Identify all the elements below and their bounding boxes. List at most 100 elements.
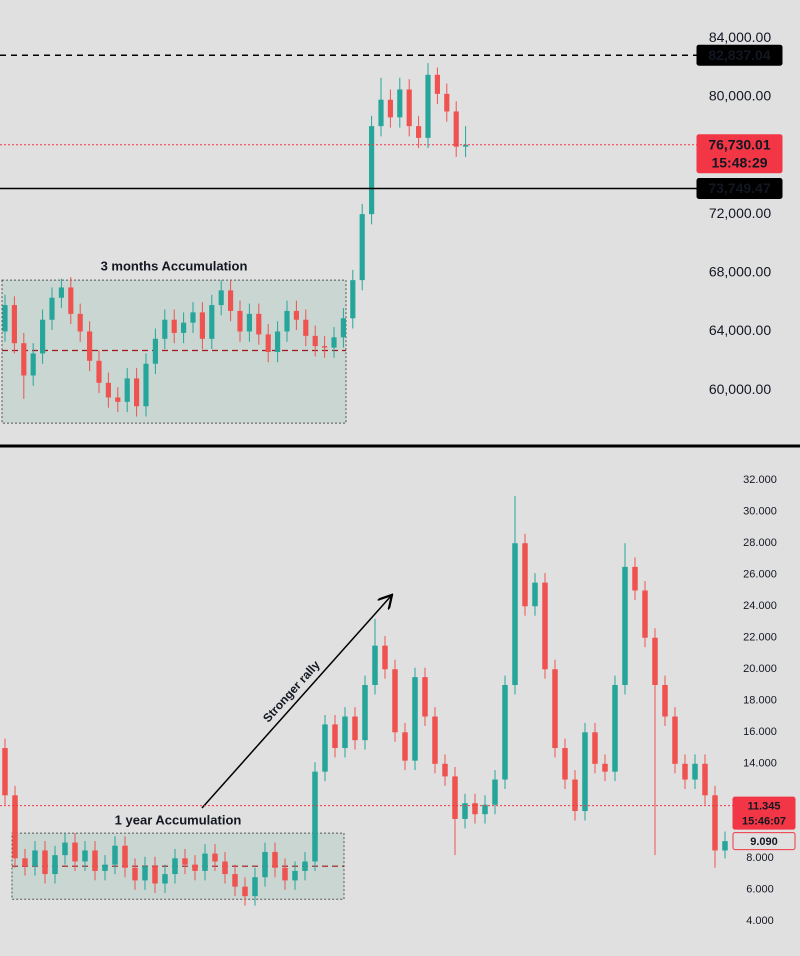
candle-body — [387, 99, 393, 118]
candle-body — [212, 853, 218, 862]
zone-label: 3 months Accumulation — [101, 259, 248, 274]
candle-body — [472, 803, 478, 815]
y-tick-label: 30.000 — [743, 506, 777, 518]
candle-body — [182, 858, 188, 865]
candle-body — [256, 313, 262, 335]
candle-body — [542, 582, 548, 670]
price-tag — [732, 796, 796, 830]
candle-body — [342, 716, 348, 749]
candle-body — [112, 845, 118, 865]
candle-body — [171, 319, 177, 333]
candle-body — [275, 331, 281, 352]
candle-body — [124, 378, 130, 402]
candle-body — [218, 290, 224, 306]
price-tag — [732, 832, 796, 851]
candle-body — [228, 290, 234, 311]
candle-body — [522, 543, 528, 607]
candle-body — [632, 566, 638, 591]
candle-body — [272, 852, 278, 868]
candle-body — [652, 637, 658, 686]
candle-body — [312, 335, 318, 347]
candle-body — [87, 331, 93, 361]
candle-body — [416, 126, 422, 138]
candle-body — [492, 779, 498, 805]
y-tick-label: 22.000 — [743, 632, 777, 644]
candle-body — [11, 305, 17, 344]
candle-body — [284, 310, 290, 332]
candle-body — [72, 842, 78, 862]
candle-body — [392, 669, 398, 733]
y-tick-label: 16.000 — [743, 726, 777, 738]
candle-body — [712, 795, 718, 851]
candle-body — [397, 89, 403, 118]
candle-body — [622, 566, 628, 686]
candle-body — [463, 144, 469, 147]
candle-body — [572, 779, 578, 812]
candle-body — [406, 89, 412, 127]
y-tick-label: 14.000 — [743, 758, 777, 770]
candle-body — [442, 763, 448, 777]
candle-body — [181, 322, 187, 333]
candle-body — [302, 861, 308, 871]
candle-body — [382, 645, 388, 670]
y-tick-label: 84,000.00 — [709, 29, 771, 45]
candle-body — [425, 74, 431, 138]
candle-body — [232, 874, 238, 887]
y-tick-label: 8.000 — [746, 852, 774, 864]
price-tag — [696, 177, 783, 199]
zone-label: 1 year Accumulation — [115, 813, 242, 828]
y-tick-label: 72,000.00 — [709, 205, 771, 221]
candle-body — [199, 312, 205, 339]
price-tag-label: 76,730.01 — [708, 136, 770, 152]
candle-body — [642, 590, 648, 638]
candle-body — [32, 850, 38, 867]
candle-body — [105, 382, 111, 398]
candle-body — [122, 845, 128, 868]
candle-body — [237, 310, 243, 332]
candle-body — [312, 771, 318, 862]
price-tag-label: 82,837.04 — [708, 47, 770, 63]
candle-body — [672, 716, 678, 764]
candle-body — [172, 858, 178, 875]
candle-body — [162, 874, 168, 884]
candle-body — [702, 763, 708, 796]
candle-body — [452, 776, 458, 819]
price-tag — [696, 134, 783, 174]
y-tick-label: 60,000.00 — [709, 381, 771, 397]
candle-body — [592, 732, 598, 764]
candle-body — [453, 111, 459, 147]
candle-body — [2, 305, 8, 332]
candle-body — [434, 74, 440, 94]
y-tick-label: 64,000.00 — [709, 322, 771, 338]
candle-body — [262, 852, 268, 878]
candle-body — [369, 126, 375, 215]
candle-body — [49, 297, 55, 320]
candle-body — [292, 870, 298, 881]
candle-body — [350, 280, 356, 319]
candle-body — [362, 685, 368, 741]
candle-body — [502, 685, 508, 780]
candle-body — [352, 716, 358, 741]
candle-body — [142, 866, 148, 881]
y-tick-label: 18.000 — [743, 695, 777, 707]
candle-body — [132, 867, 138, 881]
candle-body — [378, 99, 384, 127]
candle-body — [96, 360, 102, 383]
candle-body — [322, 346, 328, 348]
accumulation-zone — [1, 279, 347, 424]
candle-body — [62, 842, 68, 856]
candle-body — [562, 748, 568, 780]
candle-body — [682, 763, 688, 780]
candle-body — [412, 677, 418, 761]
candle-body — [602, 763, 608, 772]
candle-body — [332, 724, 338, 749]
candle-body — [246, 313, 252, 332]
candle-body — [40, 319, 46, 354]
candle-body — [252, 877, 258, 897]
candle-body — [134, 378, 140, 407]
candle-body — [192, 864, 198, 871]
candle-body — [444, 93, 450, 112]
candle-body — [422, 677, 428, 717]
